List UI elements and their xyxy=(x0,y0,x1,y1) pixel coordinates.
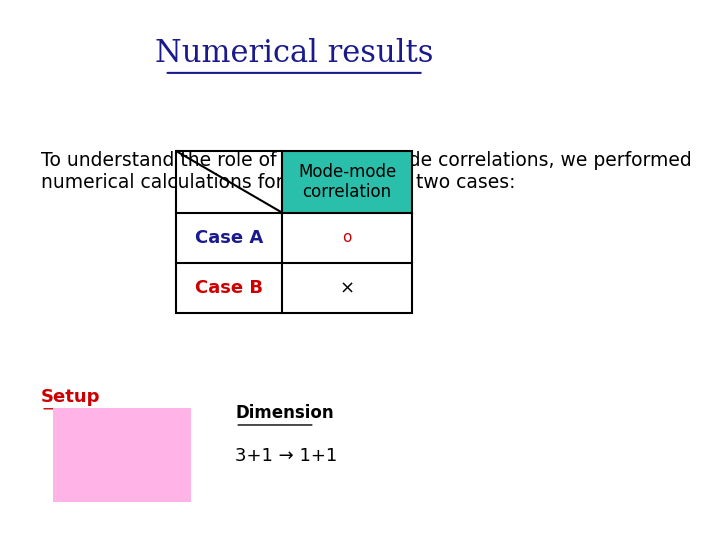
Text: Setup: Setup xyxy=(41,388,101,406)
Text: Dimension: Dimension xyxy=(235,404,334,422)
Text: Mode-mode
correlation: Mode-mode correlation xyxy=(298,163,396,201)
Text: ×: × xyxy=(339,279,354,297)
Bar xyxy=(282,151,412,213)
Bar xyxy=(53,408,192,502)
Text: Case A: Case A xyxy=(195,229,264,247)
Bar xyxy=(176,151,412,313)
Text: Case B: Case B xyxy=(195,279,264,297)
Text: Numerical results: Numerical results xyxy=(155,38,433,70)
Text: 3+1 → 1+1: 3+1 → 1+1 xyxy=(235,447,338,465)
Text: o: o xyxy=(342,231,351,245)
Text: To understand the role of the mode-mode correlations, we performed
numerical cal: To understand the role of the mode-mode … xyxy=(41,151,692,192)
